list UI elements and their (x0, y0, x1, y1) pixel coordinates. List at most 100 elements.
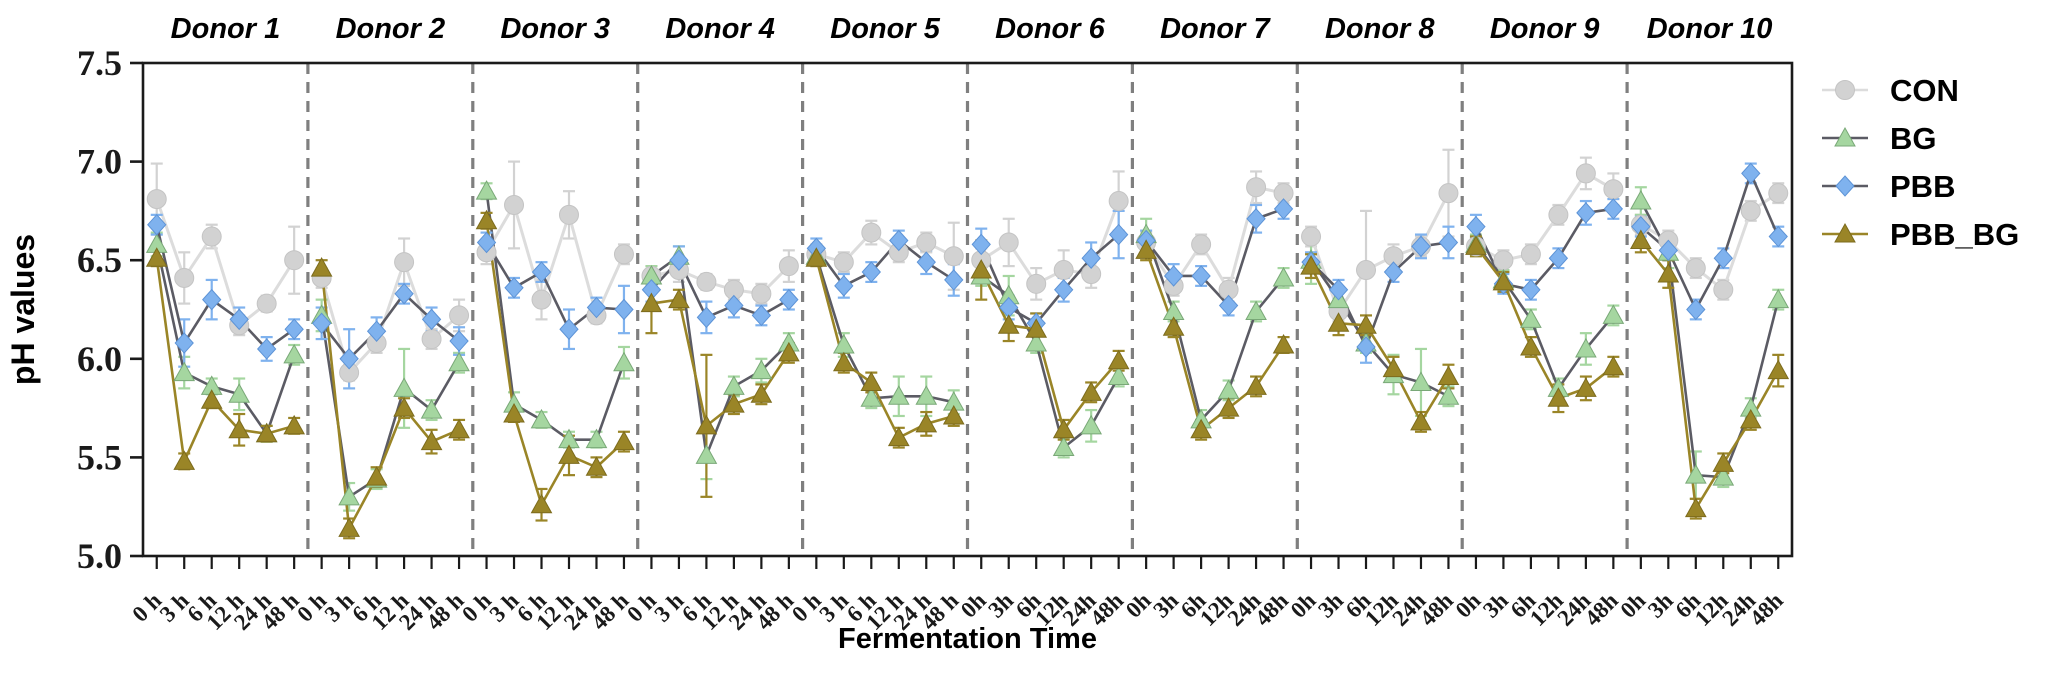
triangle-marker (1602, 355, 1625, 376)
triangle-marker (393, 377, 415, 397)
triangle-marker (1684, 464, 1707, 484)
circle-marker (1520, 244, 1541, 265)
diamond-marker (779, 288, 799, 311)
x-axis-title: Fermentation Time (838, 623, 1097, 655)
circle-marker (394, 252, 415, 273)
circle-marker (1026, 273, 1047, 294)
circle-marker (1603, 179, 1624, 200)
y-tick-label: 7.0 (77, 142, 122, 182)
y-tick-label: 6.5 (77, 240, 122, 280)
triangle-marker (860, 387, 883, 407)
circle-marker (1575, 163, 1596, 184)
y-tick-label: 6.0 (77, 339, 122, 379)
triangle-marker (1739, 408, 1762, 429)
diamond-marker (751, 304, 772, 327)
diamond-marker (1246, 208, 1266, 230)
diamond-marker (1686, 298, 1706, 321)
triangle-marker (1327, 312, 1350, 332)
triangle-marker (503, 402, 525, 423)
triangle-marker (1520, 308, 1542, 328)
diamond-marker (586, 296, 607, 319)
triangle-marker (1052, 436, 1075, 457)
panel-title: Donor 6 (995, 13, 1105, 45)
series-line-bg (320, 315, 461, 500)
triangle-marker (558, 444, 580, 464)
triangle-marker (613, 430, 635, 451)
circle-marker (1713, 279, 1734, 300)
triangle-marker (1410, 410, 1432, 431)
y-tick-label: 5.5 (77, 437, 122, 477)
triangle-marker (1107, 349, 1130, 370)
circle-marker (256, 293, 277, 314)
triangle-marker (1767, 359, 1790, 380)
y-axis-title: pH values (5, 234, 41, 385)
triangle-marker (640, 292, 663, 313)
y-tick-label: 7.5 (77, 43, 122, 83)
triangle-marker (365, 466, 388, 486)
circle-marker (1685, 258, 1706, 279)
triangle-marker (1025, 331, 1048, 352)
triangle-marker (1602, 304, 1625, 324)
circle-marker (1108, 191, 1129, 212)
legend-label-pbb: PBB (1890, 169, 1955, 204)
triangle-marker (1712, 466, 1735, 486)
triangle-marker (1410, 371, 1432, 391)
triangle-marker (860, 371, 883, 391)
circle-marker (696, 271, 717, 292)
triangle-marker (255, 422, 278, 443)
triangle-marker (1575, 377, 1597, 397)
circle-marker (421, 329, 442, 350)
triangle-marker (1834, 126, 1856, 147)
diamond-marker (1713, 247, 1733, 269)
triangle-marker (1135, 239, 1157, 259)
triangle-marker (1382, 357, 1405, 378)
series-line-bg (155, 244, 296, 437)
circle-marker (1768, 183, 1789, 204)
panel-title: Donor 3 (500, 13, 610, 45)
triangle-marker (1217, 397, 1240, 417)
series-line-bg (485, 191, 626, 441)
panel-title: Donor 8 (1325, 13, 1435, 45)
triangle-marker (1629, 190, 1652, 210)
circle-marker (1053, 260, 1074, 281)
diamond-marker (504, 277, 524, 299)
triangle-marker (200, 389, 223, 409)
diamond-marker (1548, 247, 1569, 269)
diamond-marker (229, 308, 249, 331)
triangle-marker (530, 493, 553, 514)
panel-title: Donor 4 (665, 13, 775, 45)
circle-marker (916, 232, 937, 253)
triangle-marker (145, 247, 168, 267)
panel-title: Donor 9 (1490, 13, 1600, 45)
diamond-marker (1768, 225, 1788, 248)
triangle-marker (530, 408, 553, 429)
panel-title: Donor 7 (1160, 13, 1271, 45)
diamond-marker (861, 261, 881, 283)
triangle-marker (887, 385, 910, 405)
triangle-marker (1272, 333, 1295, 354)
diamond-marker (1218, 294, 1239, 317)
diamond-marker (971, 233, 991, 256)
triangle-marker (1492, 270, 1515, 291)
legend-label-pbb_bg: PBB_BG (1890, 217, 2019, 252)
circle-marker (531, 289, 552, 310)
circle-marker (1493, 250, 1514, 271)
diamond-marker (1383, 261, 1404, 283)
triangle-marker (173, 450, 196, 470)
triangle-marker (1080, 414, 1103, 435)
triangle-marker (283, 414, 306, 435)
diamond-marker (449, 330, 469, 352)
circle-marker (1246, 177, 1267, 198)
triangle-marker (1547, 387, 1570, 407)
diamond-marker (1108, 223, 1129, 246)
triangle-marker (448, 351, 470, 372)
diamond-marker (1741, 162, 1761, 185)
triangle-marker (832, 351, 855, 372)
panel-title: Donor 5 (830, 13, 940, 45)
diamond-marker (1521, 279, 1541, 301)
triangle-marker (1245, 375, 1267, 395)
triangle-marker (173, 361, 196, 382)
diamond-marker (1658, 239, 1678, 262)
diamond-marker (1835, 175, 1855, 197)
diamond-marker (1411, 235, 1431, 258)
